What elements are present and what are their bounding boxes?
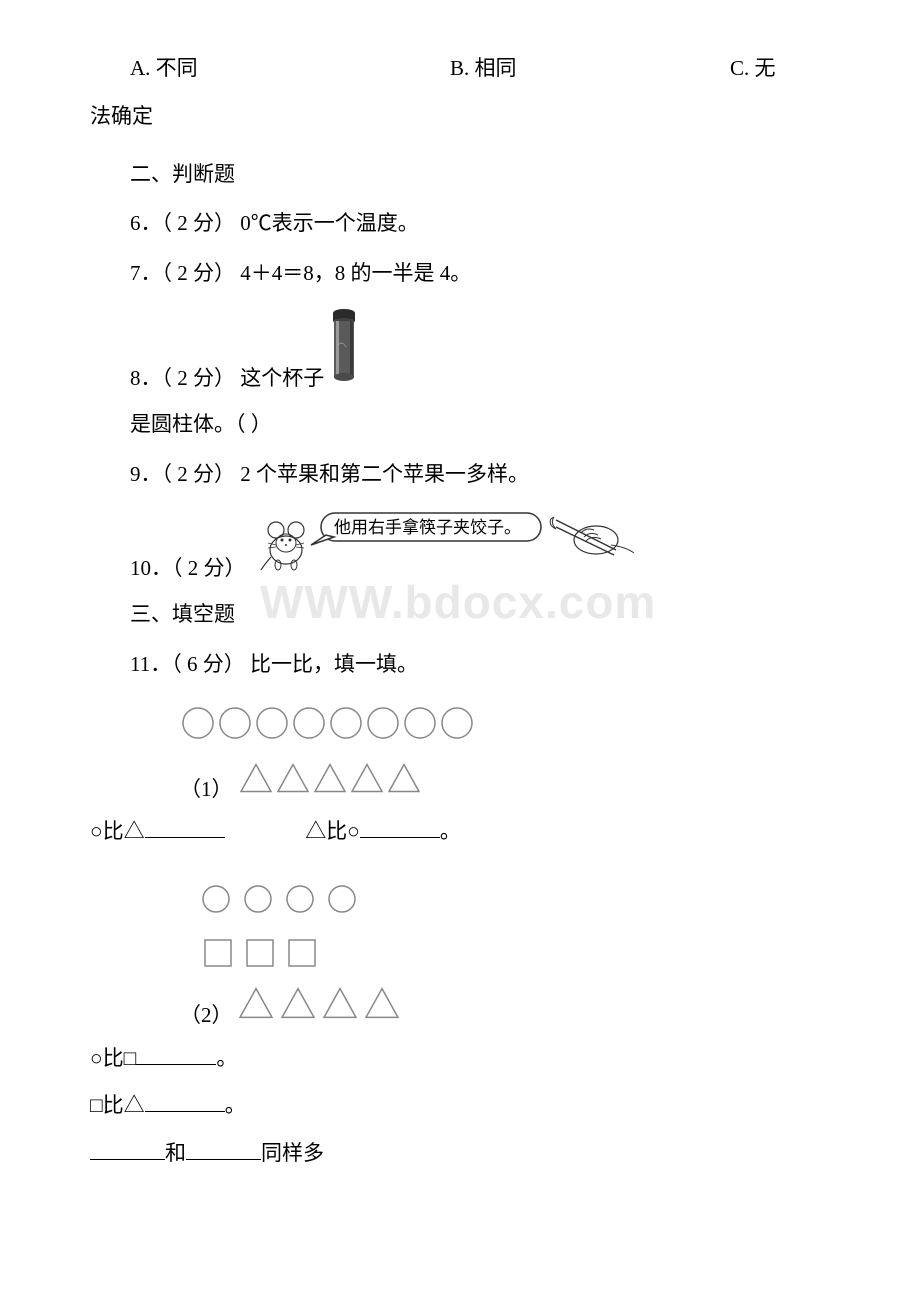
q11-sub2-triangles — [238, 1003, 418, 1027]
svg-text:他用右手拿筷子夹饺子。: 他用右手拿筷子夹饺子。 — [334, 517, 521, 537]
section-2-title: 二、判断题 — [130, 156, 830, 194]
option-c: C. 无 — [730, 50, 776, 88]
sub2-label: （2） — [180, 997, 233, 1035]
q11-sub2-squares — [200, 935, 830, 984]
option-a: A. 不同 — [130, 50, 450, 88]
question-10-prefix: 10．（ 2 分） — [130, 550, 246, 588]
q11-compare-1: ○比△ △比○。 — [90, 813, 830, 851]
q11-sub1-circles — [180, 704, 830, 755]
q11-sub1-triangles — [238, 777, 438, 801]
question-8-prefix: 8．（ 2 分） 这个杯子 — [130, 360, 324, 398]
q11-compare-2c: 和同样多 — [90, 1135, 830, 1173]
question-9: 9．（ 2 分） 2 个苹果和第二个苹果一多样。 — [130, 456, 830, 494]
mouse-speech-icon: 他用右手拿筷子夹饺子。 — [256, 505, 656, 588]
question-8-line2: 是圆柱体。（ ） — [130, 406, 830, 444]
question-6: 6．（ 2 分） 0℃表示一个温度。 — [130, 205, 830, 243]
option-b: B. 相同 — [450, 50, 730, 88]
q11-compare-2b: □比△。 — [90, 1087, 830, 1125]
section-3-title: 三、填空题 — [130, 596, 830, 634]
cup-icon — [328, 305, 360, 398]
sub1-label: （1） — [180, 771, 233, 809]
question-7: 7．（ 2 分） 4＋4＝8，8 的一半是 4。 — [130, 255, 830, 293]
q11-sub2-circles — [200, 881, 830, 930]
option-c-wrap: 法确定 — [90, 98, 830, 136]
q11-compare-2a: ○比□。 — [90, 1040, 830, 1078]
question-11: 11．（ 6 分） 比一比，填一填。 — [130, 646, 830, 684]
